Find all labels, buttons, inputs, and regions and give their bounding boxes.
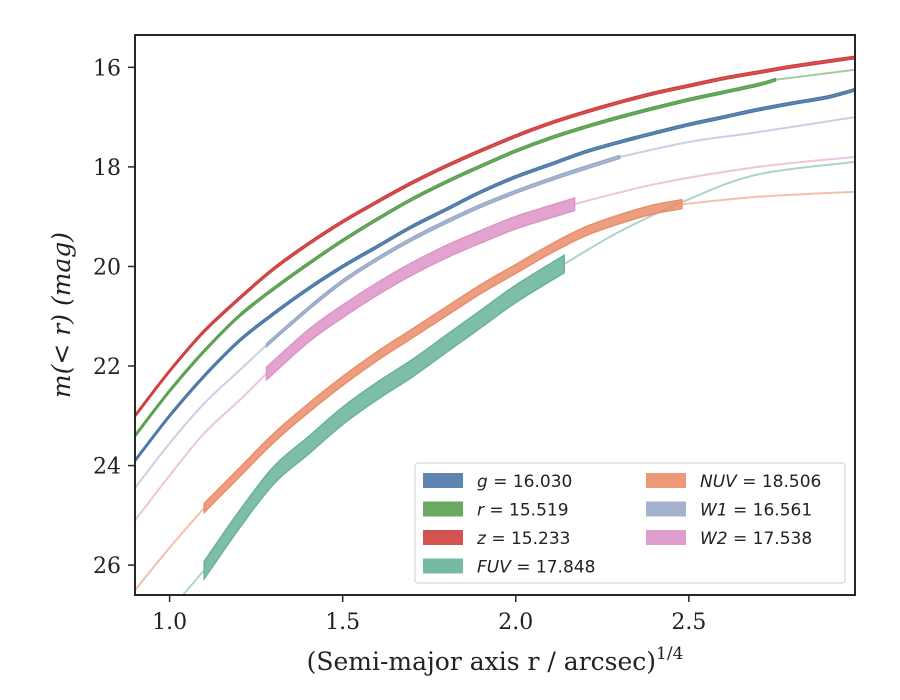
legend-label-band: FUV: [477, 558, 512, 578]
series-layer: [135, 55, 855, 595]
legend-swatch: [423, 558, 463, 574]
series-fuv-extrapolation-outer: [563, 160, 855, 265]
legend-label-band: W2: [700, 529, 728, 549]
legend-swatch: [423, 473, 463, 488]
series-nuv: [135, 190, 855, 591]
legend-frame: [414, 462, 846, 584]
legend-item-w2: W2 = 17.538: [646, 529, 812, 549]
series-w2-band: [265, 196, 576, 382]
legend-label-value: = 15.519: [484, 501, 569, 521]
legend-label: FUV = 17.848: [477, 558, 595, 578]
y-axis-label: m(< r) (mag): [47, 232, 76, 398]
series-r-extrapolation-outer: [774, 68, 855, 81]
legend-label-band: g: [477, 472, 488, 492]
y-tick-label: 16: [93, 56, 121, 81]
series-w2: [135, 156, 855, 522]
legend-label: z = 15.233: [476, 529, 570, 549]
legend-item-nuv: NUV = 18.506: [646, 472, 821, 492]
legend-item-w1: W1 = 16.561: [646, 501, 812, 521]
series-w1-extrapolation-outer: [618, 116, 855, 158]
series-fuv: [181, 160, 855, 595]
legend-label-band: z: [476, 529, 487, 549]
legend-label-value: = 15.233: [486, 529, 571, 549]
legend-item-g: g = 16.030: [423, 472, 572, 492]
legend-swatch: [646, 473, 686, 488]
x-axis-label-exponent: 1/4: [656, 644, 683, 664]
x-axis-label: (Semi-major axis r / arcsec)1/4: [307, 644, 684, 676]
legend-label-value: = 16.561: [728, 501, 813, 521]
legend-label-value: = 17.538: [728, 529, 813, 549]
legend-label: NUV = 18.506: [700, 472, 821, 492]
legend-swatch: [646, 501, 686, 517]
x-tick-label: 1.0: [152, 610, 187, 635]
series-fuv-extrapolation-inner: [181, 569, 206, 595]
y-tick-label: 26: [93, 554, 121, 579]
legend-swatch: [423, 530, 463, 545]
x-tick-label: 2.5: [671, 610, 706, 635]
series-z: [135, 55, 855, 419]
legend-label-band: W1: [700, 501, 728, 521]
legend-item-z: z = 15.233: [423, 529, 570, 549]
series-r: [135, 68, 855, 439]
y-tick-label: 20: [93, 255, 121, 280]
legend-label: r = 15.519: [477, 501, 569, 521]
axes-layer: 1.0 1.5 2.0 2.5 16 18 20 22 24 26: [93, 56, 706, 635]
series-g: [135, 87, 855, 464]
series-g-band: [135, 87, 855, 464]
legend-item-fuv: FUV = 17.848: [423, 558, 595, 578]
plot-frame: [134, 34, 856, 596]
y-tick-label: 22: [93, 355, 121, 380]
legend-item-r: r = 15.519: [423, 501, 569, 521]
series-w2-extrapolation-outer: [573, 156, 855, 206]
x-tick-label: 1.5: [325, 610, 360, 635]
series-w2-extrapolation-inner: [135, 372, 268, 522]
legend-label: g = 16.030: [477, 472, 572, 492]
legend-label-value: = 18.506: [737, 472, 822, 492]
legend-label-band: NUV: [700, 472, 738, 492]
series-z-band: [135, 55, 855, 419]
legend-swatch: [423, 501, 463, 517]
series-w1-extrapolation-inner: [135, 344, 268, 489]
x-tick-label: 2.0: [498, 610, 533, 635]
y-tick-label: 24: [93, 455, 121, 480]
legend-label-value: = 17.848: [511, 558, 596, 578]
legend-label: W2 = 17.538: [700, 529, 812, 549]
series-nuv-band: [203, 198, 683, 515]
legend-label-band: r: [477, 501, 485, 521]
x-axis-label-text: (Semi-major axis r / arcsec): [307, 647, 656, 676]
series-r-band: [135, 77, 777, 439]
series-nuv-extrapolation-outer: [680, 190, 855, 206]
series-w1: [135, 116, 855, 489]
legend-label: W1 = 16.561: [700, 501, 812, 521]
y-tick-label: 18: [93, 156, 121, 181]
series-fuv-band: [203, 253, 565, 582]
series-nuv-extrapolation-inner: [135, 506, 206, 591]
legend-swatch: [646, 530, 686, 545]
series-w1-band: [265, 154, 621, 349]
legend-label-value: = 16.030: [488, 472, 573, 492]
